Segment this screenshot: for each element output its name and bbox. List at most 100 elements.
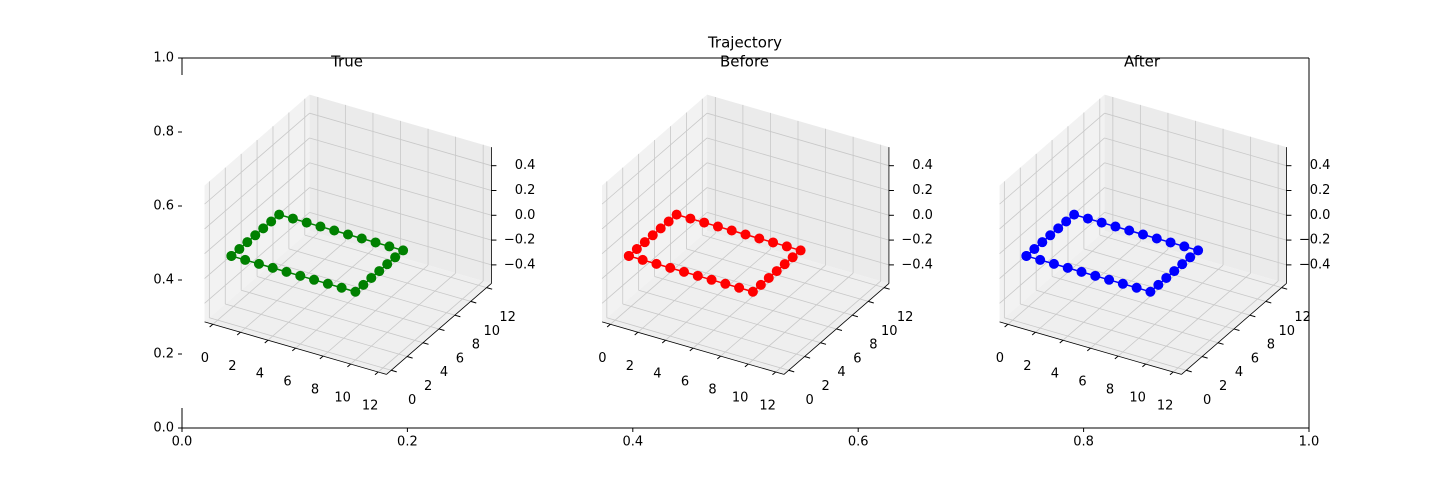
grid-line (309, 162, 492, 216)
trajectory-point (374, 266, 385, 277)
z-tick-label: −0.2 (1299, 233, 1331, 248)
trajectory-point (1138, 229, 1148, 240)
trajectory-point (768, 237, 779, 248)
x-tick (661, 339, 666, 344)
trajectory-point (287, 213, 298, 224)
x-tick-label: 8 (708, 383, 716, 398)
trajectory-point (754, 233, 765, 244)
grid-line (999, 112, 1105, 205)
x-tick (347, 363, 351, 368)
trajectory-point (315, 221, 326, 232)
x-tick-label: 2 (626, 359, 634, 374)
trajectory-point (1161, 272, 1172, 283)
trajectory-point (1193, 245, 1204, 256)
x-tick (1169, 371, 1174, 376)
y-tick-label: 0 (1203, 393, 1211, 408)
x-tick-label: 0.6 (848, 435, 869, 450)
grid-line (204, 212, 310, 304)
x-tick-label: 12 (362, 399, 379, 414)
y-tick-label: 0.0 (153, 421, 174, 436)
x-tick-label: 4 (1051, 367, 1059, 382)
grid-line (601, 137, 708, 230)
trajectory-point (1082, 213, 1093, 224)
trajectory-point (1153, 279, 1164, 290)
x-tick (1114, 355, 1119, 360)
trajectory-point (267, 262, 278, 273)
z-tick-label: 0.0 (912, 208, 933, 223)
grid-line (1020, 303, 1203, 357)
trajectory-point (301, 217, 312, 228)
z-tick-label: −0.4 (1299, 257, 1331, 272)
grid-line (241, 289, 424, 344)
x-tick-label: 0 (996, 351, 1004, 366)
x-tick-label: 8 (311, 383, 319, 398)
trajectory-point (1169, 266, 1180, 277)
trajectory-point (685, 213, 696, 224)
y-tick (852, 314, 858, 318)
trajectory-point (274, 209, 285, 220)
trajectory-point (655, 223, 666, 234)
y-tick (454, 314, 461, 318)
grid-line (706, 211, 890, 266)
trajectory-point (1177, 259, 1188, 270)
x-tick-label: 6 (283, 375, 291, 390)
x-tick (717, 355, 721, 360)
y-tick-label: 0 (408, 393, 416, 408)
y-tick (391, 369, 397, 373)
grid-line (1104, 211, 1287, 266)
x-tick (1004, 323, 1009, 328)
trajectory-point (281, 266, 292, 277)
trajectory-point (295, 270, 306, 281)
trajectory-point (1096, 217, 1107, 228)
trajectory-point (343, 229, 353, 240)
trajectory-point (1179, 241, 1190, 252)
trajectory-point (1090, 270, 1101, 281)
y-axis-line (783, 283, 890, 375)
grid-line (1036, 289, 1219, 344)
grid-line (309, 137, 492, 191)
z-tick-label: 0.4 (912, 158, 933, 173)
x-tick (374, 371, 379, 376)
trajectory-point (1131, 282, 1142, 293)
x-axis-line (999, 321, 1182, 375)
trajectory-point (370, 237, 381, 248)
trajectory-point (234, 244, 245, 255)
trajectory-point (1117, 278, 1128, 289)
figure-title: Trajectory (707, 34, 782, 52)
trajectory-point (309, 274, 320, 285)
grid-line (601, 112, 708, 205)
panel-title: True (330, 53, 363, 71)
trajectory-point (329, 225, 340, 236)
x-tick-label: 10 (334, 391, 351, 406)
trajectory-point (706, 274, 717, 285)
y-tick (1217, 342, 1224, 345)
trajectory-point (240, 254, 251, 265)
x-tick (1086, 347, 1091, 352)
grid-line (204, 137, 310, 230)
y-tick (884, 287, 890, 290)
trajectory-point (266, 216, 277, 227)
x-tick-label: 0 (598, 351, 606, 366)
y-tick-label: 12 (1294, 310, 1311, 325)
trajectory-point (1021, 250, 1032, 261)
y-tick (804, 356, 811, 359)
trajectory-point (747, 286, 758, 297)
trajectory-point (1151, 233, 1162, 244)
grid-line (706, 112, 890, 167)
trajectory-point (699, 217, 710, 228)
trajectory-point (787, 252, 798, 263)
trajectory-point (623, 250, 634, 261)
trajectory-point (382, 259, 393, 270)
grid-line (706, 187, 890, 241)
grid-line (638, 289, 821, 344)
trajectory-point (631, 244, 642, 255)
grid-line (601, 212, 708, 304)
x-tick-label: 12 (759, 399, 776, 414)
grid-line (204, 112, 310, 205)
trajectory-point (763, 272, 774, 283)
grid-line (606, 317, 789, 371)
panel-title: After (1124, 53, 1161, 71)
z-tick-label: 0.2 (1310, 183, 1331, 198)
y-tick-label: 8 (1267, 338, 1275, 353)
